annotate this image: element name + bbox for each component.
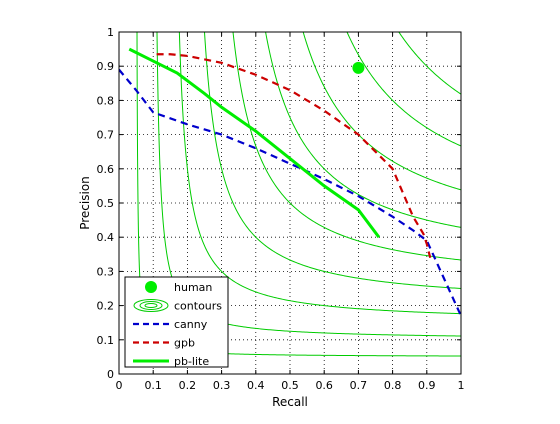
legend-label-canny: canny [174,318,208,331]
y-tick-label: 0.3 [97,265,115,278]
x-tick-label: 0.4 [247,379,265,392]
legend-swatch-human [145,281,157,293]
y-tick-label: 0.8 [97,94,115,107]
legend-swatch-contours-ring0 [133,299,169,312]
series-group [119,47,461,317]
legend-label-pb-lite: pb-lite [174,355,209,368]
y-axis-label: Precision [78,176,92,230]
y-tick-label: 0.1 [97,334,115,347]
x-tick-label: 1 [458,379,465,392]
y-tick-label: 0 [107,368,114,381]
contour-line-f0.6 [265,32,461,228]
legend-label-contours: contours [174,300,222,313]
contour-line-f0.3 [178,32,461,315]
y-tick-label: 0.4 [97,231,115,244]
y-tick-label: 1 [107,26,114,39]
x-tick-label: 0.1 [144,379,162,392]
contour-line-f0.8 [346,32,461,147]
x-tick-label: 0.7 [350,379,368,392]
y-tick-label: 0.6 [97,163,115,176]
x-tick-label: 0.9 [418,379,436,392]
x-axis-label: Recall [272,395,308,409]
legend-label-gpb: gpb [174,337,195,350]
y-tick-label: 0.5 [97,197,115,210]
x-tick-label: 0.3 [213,379,231,392]
legend-box [124,276,229,368]
ticks: 0 0.1 0.2 0.3 0.4 0.5 0.6 0.7 0.8 0.9 1 0 0.1 0.2 0.3 0… [97,26,465,392]
legend: human contours canny gpb pb-lite [124,276,229,368]
x-tick-label: 0 [116,379,123,392]
grid [119,32,461,374]
legend-swatch-contours-ring1 [139,301,163,310]
x-tick-label: 0.8 [384,379,402,392]
human-point [352,61,365,74]
y-tick-label: 0.7 [97,129,115,142]
contour-line-f0.9 [398,32,461,95]
contour-line-f0.5 [232,32,461,261]
legend-swatch-contours-ring2 [144,303,158,308]
gpb-line [156,53,432,258]
x-tick-label: 0.5 [281,379,299,392]
contour-line-f0.4 [203,32,461,290]
y-tick-label: 0.2 [97,300,115,313]
x-tick-label: 0.6 [315,379,333,392]
y-tick-label: 0.9 [97,60,115,73]
legend-label-human: human [174,281,212,294]
x-tick-label: 0.2 [179,379,197,392]
pb-lite-line [128,47,381,239]
